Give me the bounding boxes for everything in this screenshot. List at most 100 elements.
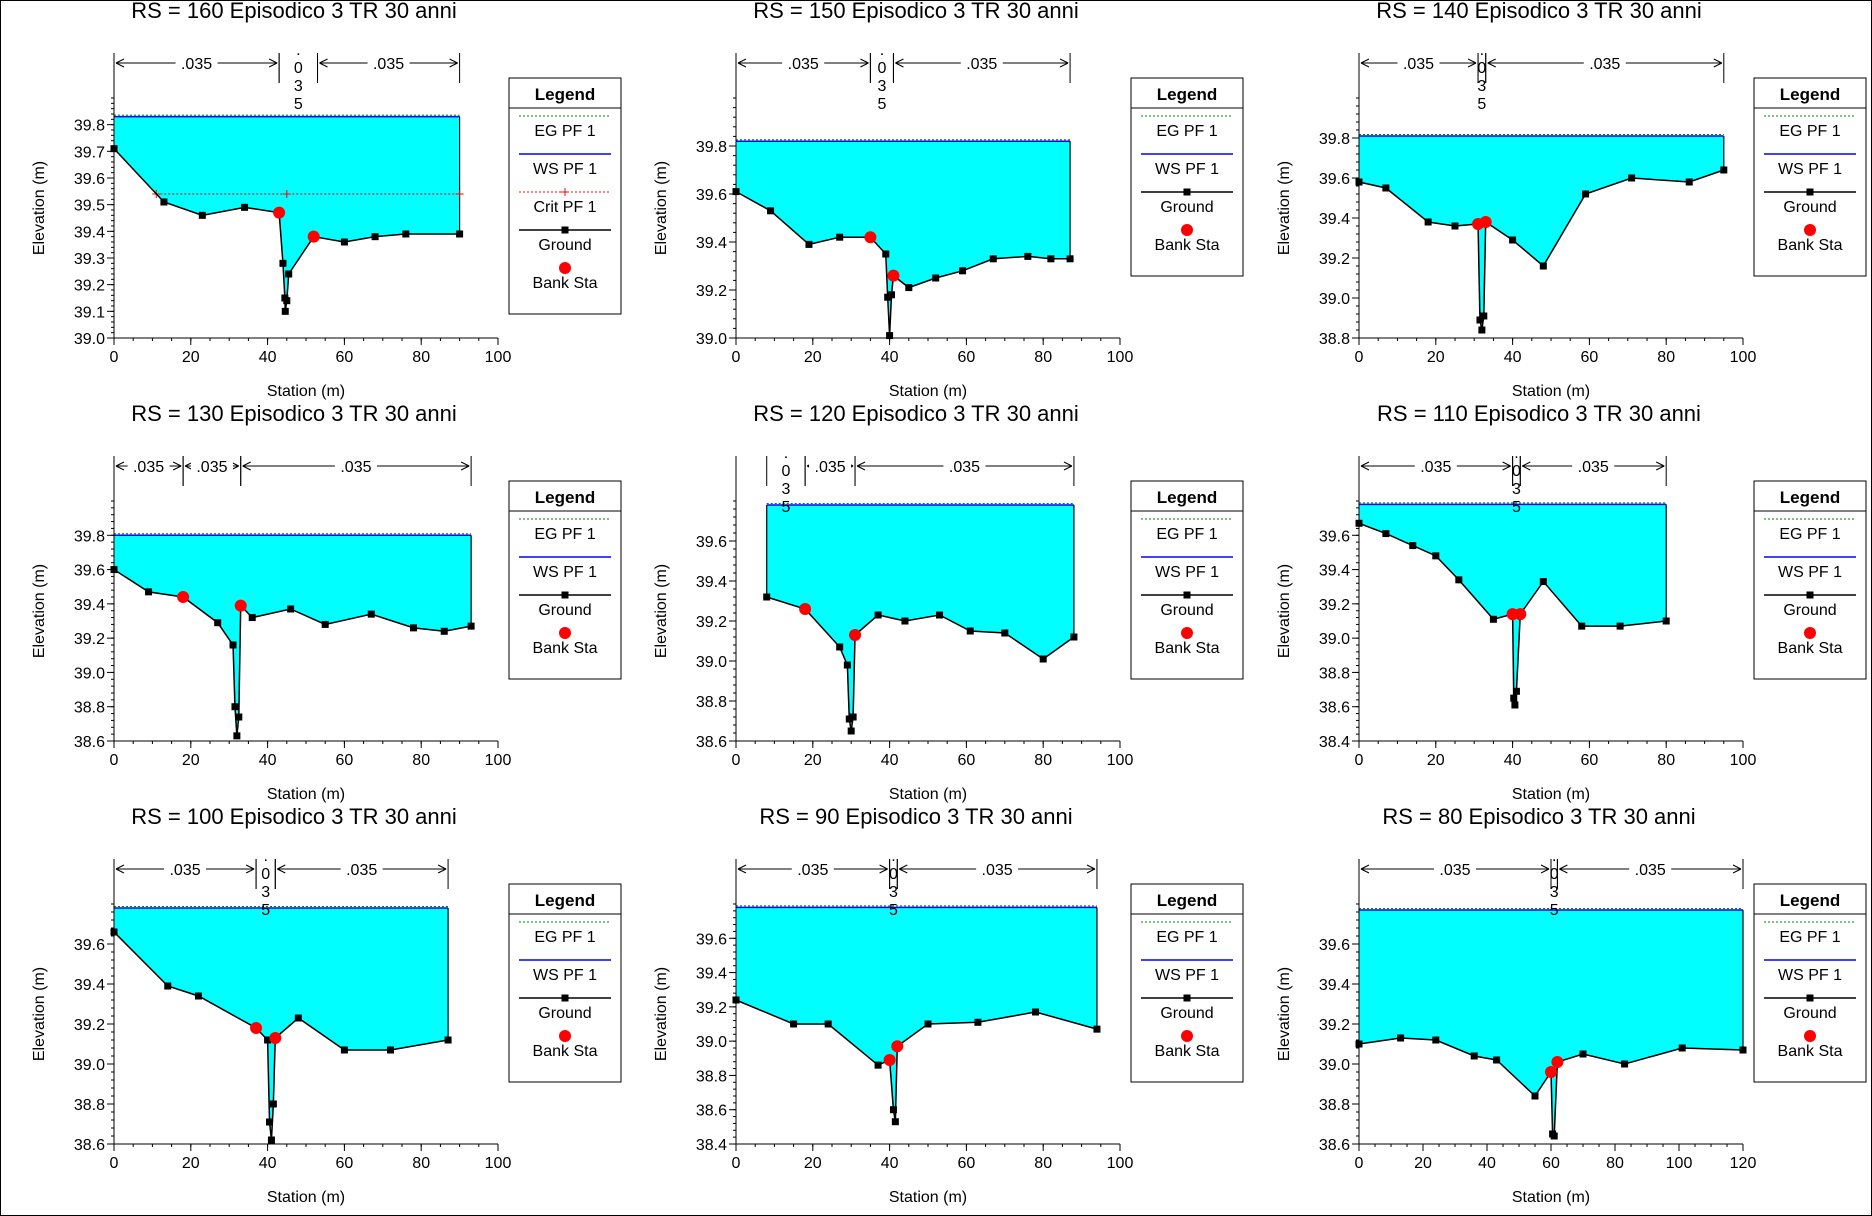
chart-panel-0: RS = 160 Episodico 3 TR 30 anni 39.0 39.1 3… — [31, 1, 622, 400]
water-area — [114, 908, 449, 1140]
legend-bank-marker — [1181, 224, 1193, 236]
chart-panel-5: RS = 110 Episodico 3 TR 30 anni 38.4 38.6 3… — [1276, 401, 1867, 803]
legend-entry-label: WS PF 1 — [1155, 564, 1219, 581]
x-tick-label: 100 — [1666, 1155, 1693, 1172]
mann-label-char: 3 — [1550, 884, 1559, 901]
y-tick-label: 39.7 — [74, 144, 105, 161]
ground-point — [882, 250, 890, 258]
ground-point — [214, 619, 222, 627]
ground-point — [321, 620, 329, 628]
x-tick-label: 60 — [1542, 1155, 1560, 1172]
ground-point — [1409, 542, 1417, 550]
x-tick-label: 60 — [336, 349, 354, 366]
y-tick-label: 39.0 — [74, 331, 105, 348]
ground-point — [1510, 694, 1518, 702]
ground-point — [410, 624, 418, 632]
y-tick-label: 39.2 — [1319, 251, 1350, 268]
ground-point — [1066, 255, 1074, 263]
mann-label-bg — [190, 455, 233, 475]
ground-point — [1739, 1046, 1747, 1054]
legend-crit-marker — [561, 188, 569, 196]
y-tick-label: 38.8 — [1319, 331, 1350, 348]
mann-label: .035 — [949, 459, 980, 476]
ground-point — [936, 611, 944, 619]
mann-label-char: 3 — [1477, 78, 1486, 95]
legend-entry-label: WS PF 1 — [533, 564, 597, 581]
bank-station-point — [250, 1022, 263, 1034]
ground-point — [836, 233, 844, 241]
legend-box — [1753, 883, 1867, 1083]
x-tick-label: 20 — [1414, 1155, 1432, 1172]
y-tick-label: 39.4 — [696, 235, 727, 252]
x-tick-label: 80 — [412, 752, 430, 769]
x-tick-label: 60 — [336, 1155, 354, 1172]
x-tick-label: 40 — [881, 752, 899, 769]
y-tick-label: 39.0 — [696, 1034, 727, 1051]
ground-point — [1382, 530, 1390, 538]
ground-point — [402, 230, 410, 238]
x-tick-label: 60 — [336, 752, 354, 769]
x-axis-label: Station (m) — [267, 1189, 345, 1206]
legend-bank-marker — [559, 262, 571, 274]
mann-label-char: 3 — [1512, 481, 1521, 498]
chart-panel-4: RS = 120 Episodico 3 TR 30 anni 38.6 38.8 3… — [653, 401, 1244, 803]
legend-entry-label: EG PF 1 — [1156, 526, 1217, 543]
mann-label-dot: . — [263, 848, 267, 865]
ground-line — [113, 568, 472, 736]
y-tick-label: 39.2 — [696, 614, 727, 631]
ground-point — [164, 982, 172, 990]
mann-label-bg — [943, 455, 986, 475]
x-axis-label: Station (m) — [267, 383, 345, 400]
bank-station-point — [177, 591, 190, 603]
mann-label-bg — [1629, 858, 1672, 878]
ground-point — [1455, 576, 1463, 584]
mann-arrows — [856, 461, 1073, 471]
y-axis-label: Elevation (m) — [31, 967, 48, 1061]
chart-panel-1: RS = 150 Episodico 3 TR 30 anni 39.0 39.2 3… — [653, 1, 1244, 400]
bank-station-point — [269, 1032, 282, 1044]
legend-ground-marker — [561, 226, 569, 234]
water-area — [1359, 910, 1743, 1136]
legend-entry-label: EG PF 1 — [1779, 123, 1840, 140]
x-tick-label: 100 — [485, 752, 512, 769]
y-axis-label: Elevation (m) — [653, 564, 670, 658]
ground-point — [1621, 1060, 1629, 1068]
legend-ground-marker — [1806, 188, 1814, 196]
mann-arrows — [115, 58, 278, 68]
ground-point — [932, 274, 940, 282]
ground-point — [989, 255, 997, 263]
legend-entry-label: Ground — [1783, 1005, 1836, 1022]
ground-point — [1539, 578, 1547, 586]
legend-box — [1753, 480, 1867, 680]
y-tick-label: 38.4 — [696, 1137, 727, 1154]
ground-point — [440, 627, 448, 635]
y-tick-label: 38.6 — [74, 734, 105, 751]
ground-point — [805, 240, 813, 248]
mann-label: .035 — [1589, 56, 1620, 73]
ground-point — [843, 661, 851, 669]
legend-bank-marker — [1804, 1030, 1816, 1042]
y-tick-label: 39.6 — [1319, 171, 1350, 188]
bank-station-point — [273, 206, 286, 219]
legend-entry-label: EG PF 1 — [1779, 526, 1840, 543]
x-tick-label: 0 — [732, 1155, 741, 1172]
ground-point — [267, 1136, 275, 1144]
chart-title: RS = 140 Episodico 3 TR 30 anni — [1376, 1, 1702, 23]
mann-arrows — [319, 58, 458, 68]
ground-point — [1039, 655, 1047, 663]
mann-label-bg — [782, 52, 825, 72]
y-tick-label: 39.6 — [696, 931, 727, 948]
x-tick-label: 100 — [1107, 752, 1134, 769]
mann-label: .035 — [966, 56, 997, 73]
mann-arrows — [895, 58, 1069, 68]
legend-box — [1130, 77, 1244, 277]
mann-label-dot: . — [784, 445, 788, 462]
mann-arrows — [1360, 461, 1511, 471]
legend-title: Legend — [1157, 891, 1217, 910]
ground-point — [1582, 190, 1590, 198]
legend-entry-label: EG PF 1 — [1156, 929, 1217, 946]
y-tick-label: 39.2 — [696, 283, 727, 300]
x-tick-label: 40 — [259, 752, 277, 769]
ground-point — [874, 611, 882, 619]
mann-label-dot: . — [1552, 848, 1556, 865]
